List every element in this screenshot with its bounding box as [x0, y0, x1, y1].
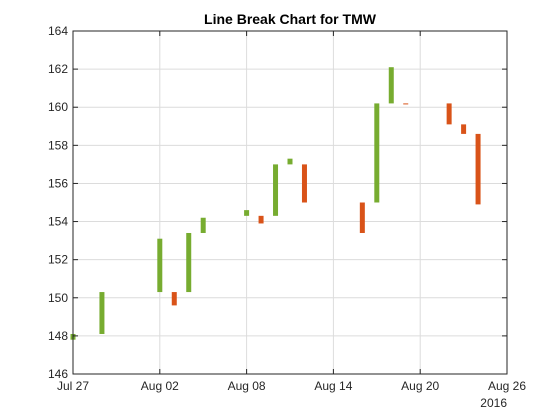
- down-brick: [258, 215, 264, 224]
- y-tick-label: 158: [48, 138, 68, 152]
- y-tick-label: 154: [48, 215, 68, 229]
- up-brick: [157, 238, 163, 293]
- brick-layer: [70, 67, 481, 340]
- grid-layer: [73, 31, 507, 374]
- y-tick-label: 160: [48, 100, 68, 114]
- chart-title: Line Break Chart for TMW: [204, 11, 377, 27]
- down-brick: [446, 103, 452, 125]
- y-tick-label: 146: [48, 367, 68, 381]
- up-brick: [273, 164, 279, 216]
- up-brick: [200, 217, 206, 233]
- x-tick-label: Aug 08: [228, 379, 266, 393]
- plot-area-border: [72, 30, 508, 375]
- plot-area-background: [73, 31, 507, 374]
- up-brick: [287, 158, 293, 165]
- x-tick-label: Aug 20: [401, 379, 439, 393]
- tick-layer: [72, 30, 508, 375]
- y-tick-label: 152: [48, 253, 68, 267]
- up-brick: [374, 103, 380, 203]
- down-brick: [475, 133, 481, 205]
- label-layer: 146 148 150 152 154 156 158 160 162 164 Jul 27 Aug …: [48, 24, 526, 393]
- y-tick-label: 162: [48, 62, 68, 76]
- down-brick: [171, 292, 177, 306]
- up-brick: [388, 67, 394, 104]
- x-tick-label: Aug 02: [141, 379, 179, 393]
- down-brick: [301, 164, 307, 203]
- up-brick: [186, 232, 192, 293]
- y-tick-label: 164: [48, 24, 68, 38]
- x-tick-label: Aug 26: [488, 379, 526, 393]
- x-tick-label: Jul 27: [57, 379, 89, 393]
- x-axis-year-label: 2016: [480, 396, 507, 410]
- down-brick: [403, 103, 409, 105]
- up-brick: [99, 292, 105, 334]
- x-tick-label: Aug 14: [314, 379, 352, 393]
- down-brick: [359, 202, 365, 233]
- y-tick-label: 148: [48, 329, 68, 343]
- up-brick: [244, 210, 250, 216]
- y-tick-label: 150: [48, 291, 68, 305]
- y-tick-label: 156: [48, 176, 68, 190]
- down-brick: [461, 124, 467, 134]
